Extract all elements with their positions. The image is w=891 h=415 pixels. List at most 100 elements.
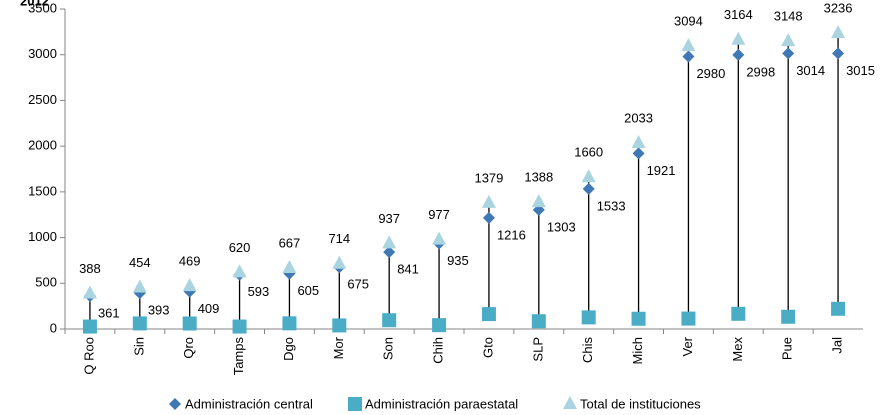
data-label: 469 xyxy=(179,254,201,269)
triangle-marker xyxy=(232,264,247,278)
square-marker xyxy=(731,306,746,321)
y-tick-label: 1000 xyxy=(28,229,57,244)
data-label: 714 xyxy=(328,231,350,246)
triangle-marker xyxy=(432,231,447,245)
triangle-marker xyxy=(831,25,846,39)
data-label: 1660 xyxy=(574,145,603,160)
triangle-marker xyxy=(481,194,496,208)
data-label: 841 xyxy=(397,262,419,277)
diamond-marker xyxy=(732,48,745,61)
x-tick-label: Mex xyxy=(730,337,745,362)
triangle-marker xyxy=(531,194,546,208)
x-tick-label: Chih xyxy=(431,337,446,364)
data-label: 3236 xyxy=(824,1,853,16)
data-label: 2980 xyxy=(696,66,725,81)
legend-swatch xyxy=(169,398,181,410)
data-label: 388 xyxy=(79,261,101,276)
data-label: 675 xyxy=(347,277,369,292)
square-marker xyxy=(182,316,197,331)
triangle-marker xyxy=(382,235,397,249)
diamond-marker xyxy=(782,47,795,60)
square-marker xyxy=(132,316,147,331)
diamond-marker xyxy=(582,182,595,195)
legend-label: Administración central xyxy=(185,396,313,411)
y-tick-label: 0 xyxy=(50,320,57,335)
x-tick-label: Gto xyxy=(480,337,495,358)
diamond-marker xyxy=(832,47,845,60)
data-label: 605 xyxy=(297,283,319,298)
y-tick-label: 1500 xyxy=(28,183,57,198)
data-label: 935 xyxy=(447,253,469,268)
data-label: 3148 xyxy=(774,9,803,24)
square-marker xyxy=(631,311,646,326)
data-label: 620 xyxy=(229,240,251,255)
data-label: 3094 xyxy=(674,14,703,29)
data-label: 1379 xyxy=(474,170,503,185)
triangle-marker xyxy=(332,255,347,269)
x-tick-label: Mor xyxy=(331,336,346,359)
legend-label: Administración paraestatal xyxy=(365,396,518,411)
x-tick-label: Mich xyxy=(630,337,645,364)
data-label: 593 xyxy=(248,284,270,299)
data-label: 667 xyxy=(279,235,301,250)
diamond-marker xyxy=(682,50,695,63)
x-tick-label: Ver xyxy=(680,336,695,356)
x-tick-label: Tamps xyxy=(231,337,246,376)
x-tick-label: Pue xyxy=(780,337,795,360)
data-label: 1533 xyxy=(597,198,626,213)
triangle-marker xyxy=(132,279,147,293)
y-tick-label: 2500 xyxy=(28,92,57,107)
data-label: 2998 xyxy=(746,64,775,79)
chart-title: 2012 xyxy=(20,0,49,8)
y-tick-label: 500 xyxy=(35,275,57,290)
y-tick-label: 3000 xyxy=(28,46,57,61)
square-marker xyxy=(781,309,796,324)
triangle-marker xyxy=(731,31,746,45)
data-label: 393 xyxy=(148,303,170,318)
square-marker xyxy=(681,311,696,326)
data-label: 977 xyxy=(428,207,450,222)
data-label: 3014 xyxy=(796,63,825,78)
data-label: 937 xyxy=(378,211,400,226)
triangle-marker xyxy=(631,135,646,149)
diamond-marker xyxy=(482,211,495,224)
square-marker xyxy=(382,313,397,328)
square-marker xyxy=(581,310,596,325)
diamond-marker xyxy=(632,147,645,160)
square-marker xyxy=(481,307,496,322)
data-label: 454 xyxy=(129,255,151,270)
square-marker xyxy=(531,314,546,329)
square-marker xyxy=(232,319,247,334)
y-tick-label: 3500 xyxy=(28,0,57,15)
triangle-marker xyxy=(82,285,97,299)
diamond-marker xyxy=(383,246,396,259)
square-marker xyxy=(82,319,97,334)
square-marker xyxy=(282,316,297,331)
x-tick-label: Sin xyxy=(131,337,146,356)
data-label: 2033 xyxy=(624,111,653,126)
y-tick-label: 2000 xyxy=(28,138,57,153)
triangle-marker xyxy=(781,33,796,47)
data-label: 1303 xyxy=(547,219,576,234)
data-label: 3015 xyxy=(846,63,875,78)
triangle-marker xyxy=(182,278,197,292)
legend-swatch xyxy=(348,397,362,411)
triangle-marker xyxy=(581,169,596,183)
data-label: 1388 xyxy=(524,170,553,185)
square-marker xyxy=(332,318,347,333)
legend-swatch xyxy=(563,396,577,409)
x-tick-label: Dgo xyxy=(281,337,296,361)
data-label: 409 xyxy=(198,301,220,316)
x-tick-label: SLP xyxy=(530,337,545,362)
data-label: 3164 xyxy=(724,7,753,22)
data-label: 1921 xyxy=(647,163,676,178)
square-marker xyxy=(831,301,846,316)
legend-label: Total de instituciones xyxy=(580,396,701,411)
x-tick-label: Son xyxy=(381,337,396,360)
x-tick-label: Qro xyxy=(181,337,196,359)
x-tick-label: Q Roo xyxy=(81,337,96,375)
triangle-marker xyxy=(681,38,696,52)
x-tick-label: Jal xyxy=(830,337,845,354)
x-tick-label: Chis xyxy=(580,337,595,364)
